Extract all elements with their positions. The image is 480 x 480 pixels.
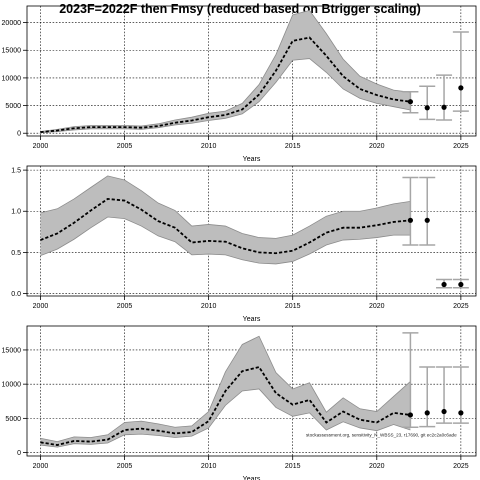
plot-frame (26, 5, 477, 137)
forecast-point (424, 410, 430, 416)
estimate-line (40, 366, 411, 446)
panel-top: 2000 2005 2010 2015 2020 2025 0 5000 10000 15000 2… (2, 5, 477, 163)
forecast-point (424, 217, 430, 223)
x-tick-label: 2010 (201, 463, 217, 470)
y-tick-label: 15000 (2, 347, 22, 354)
x-tick-label: 2000 (33, 143, 49, 150)
lower-bound-line (40, 58, 411, 134)
x-tick-label: 2000 (33, 303, 49, 310)
y-tick-label: 1.0 (11, 209, 21, 216)
y-tick-label: 0 (17, 450, 21, 457)
x-tick-label: 2005 (117, 143, 133, 150)
forecast-point (458, 281, 464, 288)
forecast-point (407, 99, 414, 105)
confidence-band (40, 10, 411, 133)
x-tick-label: 2025 (453, 303, 469, 310)
upper-bound-line (40, 335, 411, 443)
x-tick-label: 2020 (369, 143, 385, 150)
x-tick-label: 2000 (33, 463, 49, 470)
x-axis-label: Years (243, 476, 261, 480)
x-axis-label: Years (243, 316, 261, 323)
forecast-point (407, 412, 414, 418)
x-axis-label: Years (243, 156, 261, 163)
upper-bound-line (40, 9, 411, 132)
x-tick-label: 2010 (201, 143, 217, 150)
y-tick-label: 0.5 (11, 250, 21, 257)
upper-bound-line (40, 175, 411, 239)
y-tick-label: 1.5 (11, 168, 21, 175)
watermark: stockassessment.org, sensitivity_N_WBSS_… (306, 433, 457, 438)
estimate-line (40, 197, 411, 255)
forecast-point (441, 408, 447, 415)
x-tick-label: 2015 (285, 463, 301, 470)
forecast-point (458, 85, 464, 91)
y-tick-label: 10000 (2, 382, 22, 389)
x-tick-label: 2025 (453, 143, 469, 150)
x-tick-label: 2015 (285, 303, 301, 310)
y-tick-label: 0 (17, 131, 21, 138)
panel-middle: 2000 2005 2010 2015 2020 2025 0.0 0.5 1.0 1.5 Year… (11, 165, 477, 323)
forecast-point (407, 217, 414, 223)
forecast-point (458, 410, 464, 416)
y-tick-label: 10000 (2, 75, 22, 82)
forecast-point (441, 104, 447, 110)
x-tick-label: 2010 (201, 303, 217, 310)
x-tick-label: 2005 (117, 463, 133, 470)
y-tick-label: 15000 (2, 48, 22, 55)
panel-bottom: 2000 2005 2010 2015 2020 2025 0 5000 10000 15000 Y… (2, 325, 477, 480)
x-tick-label: 2020 (369, 303, 385, 310)
figure-title: 2023F=2022F then Fmsy (reduced based on … (59, 2, 421, 16)
x-tick-label: 2015 (285, 143, 301, 150)
plot-frame (26, 165, 477, 297)
y-tick-label: 5000 (5, 416, 21, 423)
y-tick-label: 5000 (5, 103, 21, 110)
confidence-band (40, 175, 411, 264)
lower-bound-line (40, 388, 411, 448)
forecast-point (424, 105, 430, 111)
plot-frame (26, 325, 477, 457)
x-tick-label: 2020 (369, 463, 385, 470)
x-tick-label: 2025 (453, 463, 469, 470)
x-tick-label: 2005 (117, 303, 133, 310)
lower-bound-line (40, 216, 411, 265)
y-tick-label: 0.0 (11, 291, 21, 298)
estimate-line (40, 36, 411, 134)
forecast-point (441, 281, 447, 288)
y-tick-label: 20000 (2, 20, 22, 27)
